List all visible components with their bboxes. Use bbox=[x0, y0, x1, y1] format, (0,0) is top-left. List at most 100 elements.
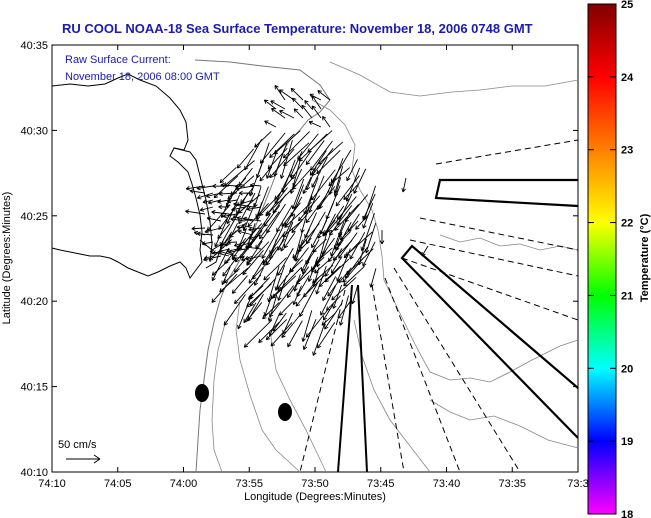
current-arrow bbox=[369, 268, 377, 288]
current-arrow bbox=[346, 159, 358, 182]
current-arrow bbox=[306, 211, 326, 245]
current-arrow bbox=[269, 133, 295, 158]
current-arrow bbox=[281, 202, 301, 227]
current-arrow bbox=[211, 258, 231, 276]
buoy-marker bbox=[195, 384, 209, 402]
x-tick-label: 74:05 bbox=[104, 478, 132, 490]
current-arrow bbox=[235, 185, 254, 191]
current-arrow bbox=[317, 322, 336, 349]
current-arrow bbox=[331, 277, 357, 301]
surface-current-arrows bbox=[185, 84, 429, 356]
current-arrow bbox=[345, 248, 374, 276]
current-arrow bbox=[362, 241, 376, 267]
current-arrow bbox=[202, 199, 214, 204]
current-arrow bbox=[322, 115, 331, 128]
current-arrow bbox=[248, 259, 265, 284]
current-arrow bbox=[269, 148, 295, 179]
current-arrow bbox=[279, 109, 295, 119]
current-arrow bbox=[329, 205, 353, 236]
current-arrow bbox=[236, 225, 246, 230]
current-arrow bbox=[305, 140, 325, 166]
colorbar-tick-label: 19 bbox=[621, 436, 633, 448]
current-arrow bbox=[295, 256, 325, 285]
current-arrow bbox=[223, 294, 246, 326]
current-arrow bbox=[282, 131, 310, 159]
colorbar-tick-label: 24 bbox=[621, 72, 634, 84]
current-arrow bbox=[276, 205, 293, 233]
current-arrow bbox=[222, 257, 237, 277]
current-arrow bbox=[328, 239, 344, 263]
x-tick-label: 73:45 bbox=[367, 478, 395, 490]
current-arrow bbox=[248, 234, 262, 240]
x-tick-label: 73:35 bbox=[498, 478, 526, 490]
current-arrow bbox=[228, 248, 246, 255]
current-arrow bbox=[263, 257, 287, 281]
current-arrow bbox=[242, 250, 264, 276]
y-axis: 40:35 40:30 40:25 40:20 40:15 40:10 bbox=[20, 40, 578, 479]
bathymetry-contour-6 bbox=[211, 319, 227, 473]
current-arrow bbox=[324, 258, 350, 283]
colorbar-tick-label: 20 bbox=[621, 363, 633, 375]
current-arrow bbox=[263, 204, 281, 227]
current-arrow bbox=[220, 182, 238, 188]
radar-beam-dashed bbox=[371, 284, 405, 473]
current-arrow bbox=[204, 227, 222, 234]
current-arrow bbox=[280, 221, 294, 252]
current-arrow bbox=[343, 184, 358, 201]
colorbar-tick-label: 21 bbox=[621, 290, 633, 302]
radar-beam-box bbox=[400, 244, 579, 439]
current-arrow bbox=[304, 212, 318, 239]
current-arrow bbox=[312, 238, 327, 253]
current-arrow bbox=[311, 156, 328, 188]
current-arrow bbox=[335, 175, 360, 207]
current-arrow bbox=[336, 196, 357, 220]
current-arrow bbox=[242, 216, 262, 222]
current-arrow bbox=[322, 276, 337, 301]
current-arrow bbox=[364, 222, 377, 254]
current-arrow bbox=[305, 166, 317, 191]
land-outline bbox=[51, 73, 203, 280]
current-arrow bbox=[245, 255, 262, 262]
current-arrow bbox=[325, 185, 341, 220]
current-arrow bbox=[231, 206, 246, 212]
x-tick-label: 73:40 bbox=[433, 478, 461, 490]
coverage-boundary bbox=[194, 59, 331, 473]
current-arrow bbox=[302, 318, 317, 350]
y-tick-label: 40:25 bbox=[20, 211, 48, 223]
current-arrow bbox=[332, 284, 343, 309]
bathymetry-contour-3 bbox=[235, 299, 301, 473]
current-arrow bbox=[305, 196, 327, 224]
current-arrow bbox=[246, 302, 263, 322]
current-arrow bbox=[262, 231, 286, 264]
current-arrow bbox=[279, 140, 293, 179]
current-arrow bbox=[196, 185, 214, 191]
annotation-line-2: November 18, 2006 08:00 GMT bbox=[65, 71, 220, 83]
current-arrow bbox=[326, 295, 341, 311]
current-arrow bbox=[290, 151, 311, 180]
current-arrow bbox=[272, 275, 297, 299]
current-arrow bbox=[328, 158, 344, 195]
radar-beam-dashed bbox=[409, 239, 579, 277]
current-arrow bbox=[293, 108, 304, 119]
current-arrow bbox=[217, 223, 231, 240]
current-arrow bbox=[249, 277, 277, 307]
current-arrow bbox=[362, 202, 374, 229]
chart-title: RU COOL NOAA-18 Sea Surface Temperature:… bbox=[62, 21, 533, 36]
current-arrow bbox=[338, 232, 358, 259]
y-tick-label: 40:15 bbox=[20, 382, 48, 394]
current-arrow bbox=[305, 309, 328, 338]
current-arrow bbox=[301, 239, 320, 272]
current-arrow bbox=[248, 227, 262, 232]
current-arrow bbox=[265, 319, 288, 341]
radar-beam-dashed bbox=[419, 217, 579, 251]
current-arrow bbox=[227, 198, 238, 204]
colorbar-tick-label: 18 bbox=[621, 509, 633, 518]
current-arrow bbox=[334, 204, 360, 231]
current-arrow bbox=[401, 177, 407, 193]
current-arrow bbox=[421, 245, 429, 257]
current-arrow bbox=[238, 190, 254, 196]
current-arrow bbox=[238, 194, 261, 214]
current-arrow bbox=[218, 204, 230, 210]
current-arrow bbox=[298, 195, 321, 222]
radar-beam-box bbox=[434, 178, 579, 208]
